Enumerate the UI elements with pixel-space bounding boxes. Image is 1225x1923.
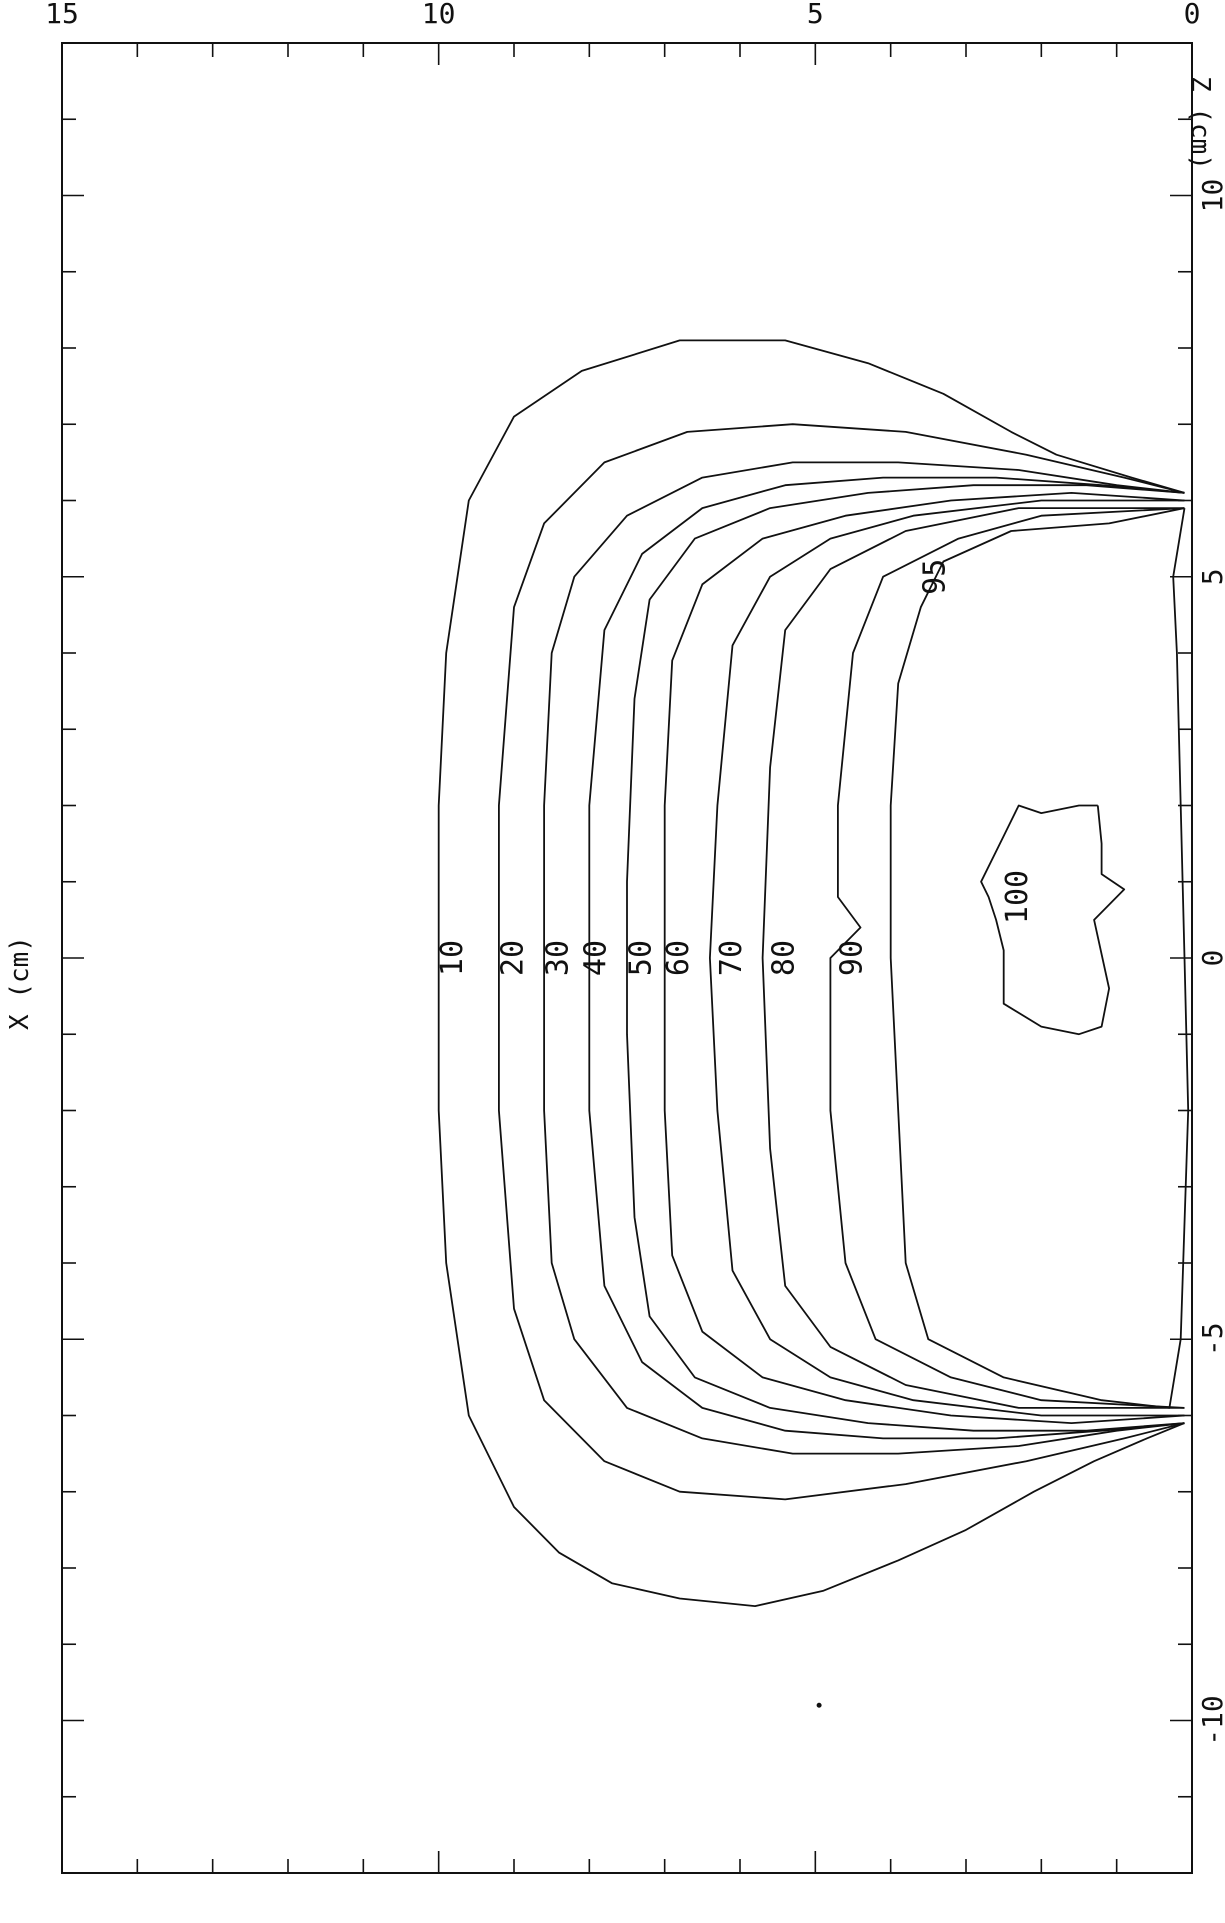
contour-30 (543, 461, 1185, 1455)
x-tick-label: -5 (1196, 1322, 1225, 1356)
z-axis-label: Z (cm) (1185, 76, 1215, 170)
x-tick-label: 0 (1196, 950, 1225, 967)
contour-label-100: 100 (1000, 870, 1035, 924)
contour-100 (980, 804, 1126, 1036)
z-tick-label: 5 (807, 0, 824, 30)
contour-label-90: 90 (835, 940, 870, 976)
x-axis-label: X (cm) (5, 936, 35, 1030)
z-tick-label: 15 (45, 0, 79, 30)
contour-label-40: 40 (578, 940, 613, 976)
contour-40 (588, 476, 1185, 1440)
contour-label-30: 30 (541, 940, 576, 976)
z-tick-label: 10 (422, 0, 456, 30)
contour-label-80: 80 (767, 940, 802, 976)
contour-label-95: 95 (917, 559, 952, 595)
x-axis-ticks: -10 -5 0 5 10 (62, 42, 1225, 1874)
contour-70 (709, 499, 1185, 1417)
contour-90 (829, 507, 1185, 1409)
contour-80 (761, 507, 1185, 1409)
contour-label-10: 10 (435, 940, 470, 976)
z-tick-label: 0 (1184, 0, 1201, 30)
z-axis-ticks: 0 5 10 15 (45, 0, 1200, 1873)
contour-95 (889, 507, 1190, 1409)
contour-10 (437, 339, 1185, 1607)
contour-20 (498, 423, 1185, 1501)
stray-point (816, 1702, 822, 1708)
contour-label-50: 50 (624, 940, 659, 976)
contour-label-70: 70 (714, 940, 749, 976)
x-tick-label: 5 (1196, 568, 1225, 585)
contour-label-60: 60 (661, 940, 696, 976)
contour-60 (663, 492, 1185, 1424)
contour-50 (626, 484, 1185, 1432)
contour-lines (437, 339, 1190, 1607)
x-tick-label: -10 (1196, 1695, 1225, 1746)
x-tick-label: 10 (1196, 179, 1225, 213)
contour-label-20: 20 (496, 940, 531, 976)
